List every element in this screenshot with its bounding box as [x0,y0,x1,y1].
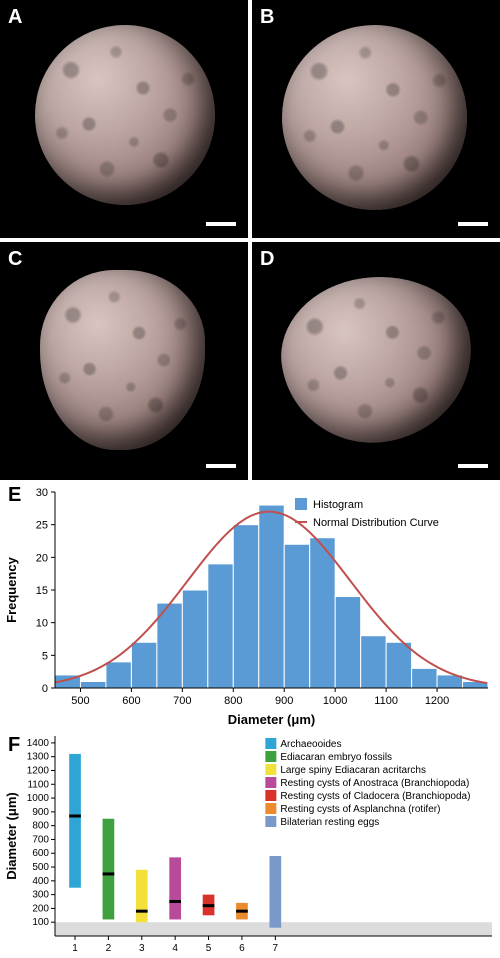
svg-text:300: 300 [32,890,49,901]
svg-text:5: 5 [206,943,212,954]
fossil-a [35,25,215,205]
svg-text:500: 500 [71,695,89,707]
panel-d-label: D [260,248,274,271]
svg-text:Large spiny Ediacaran acritarc: Large spiny Ediacaran acritarchs [280,765,426,776]
svg-text:Normal Distribution Curve: Normal Distribution Curve [313,517,439,529]
svg-text:10: 10 [36,618,48,630]
panel-c: C [0,242,248,480]
panel-f-label: F [8,734,20,757]
svg-text:7: 7 [273,943,279,954]
svg-text:0: 0 [42,683,48,695]
scale-bar-b [458,222,488,226]
fossil-d [271,265,482,455]
svg-text:800: 800 [224,695,242,707]
svg-text:1: 1 [72,943,78,954]
svg-text:1100: 1100 [374,695,398,707]
svg-text:Resting cysts of Asplanchna (r: Resting cysts of Asplanchna (rotifer) [280,804,440,815]
panel-d: D [252,242,500,480]
svg-text:500: 500 [32,862,49,873]
panel-e: E 0 5 10 15 20 25 30 500 600 700 800 900 1000 1100 120… [0,480,500,730]
svg-text:Histogram: Histogram [313,499,363,511]
range-bar-chart: 100 200 300 400 500 600 700 800 900 1000 1100 1200 1… [0,730,500,958]
svg-text:1300: 1300 [27,752,50,763]
histogram-chart: 0 5 10 15 20 25 30 500 600 700 800 900 1000 1100 1200 D… [0,480,500,730]
svg-text:1000: 1000 [27,793,50,804]
svg-text:1000: 1000 [323,695,347,707]
svg-text:2: 2 [106,943,112,954]
svg-text:700: 700 [32,834,49,845]
svg-text:Diameter (μm): Diameter (μm) [4,792,19,879]
panel-b-label: B [260,6,274,29]
svg-text:900: 900 [32,807,49,818]
scale-bar-a [206,222,236,226]
svg-text:600: 600 [122,695,140,707]
scale-bar-d [458,464,488,468]
fossil-c [40,270,205,450]
svg-text:Resting cysts of Cladocera (Br: Resting cysts of Cladocera (Branchiopoda… [280,791,470,802]
scale-bar-c [206,464,236,468]
svg-text:15: 15 [36,585,48,597]
figure-container: A B C D E 051015202530500600700800900100… [0,0,500,958]
svg-text:Diameter (μm): Diameter (μm) [228,712,315,727]
svg-text:30: 30 [36,487,48,499]
svg-text:Resting cysts of Anostraca (Br: Resting cysts of Anostraca (Branchiopoda… [280,778,469,789]
panel-b: B [252,0,500,238]
svg-text:1200: 1200 [27,765,50,776]
svg-text:4: 4 [172,943,178,954]
svg-text:900: 900 [275,695,293,707]
svg-text:Archaeooides: Archaeooides [280,739,341,750]
svg-text:Bilaterian resting eggs: Bilaterian resting eggs [280,817,379,828]
fossil-image-grid: A B C D [0,0,500,480]
svg-text:Ediacaran embryo fossils: Ediacaran embryo fossils [280,752,392,763]
panel-a-label: A [8,6,22,29]
svg-text:200: 200 [32,903,49,914]
svg-text:6: 6 [239,943,245,954]
svg-text:Frequency: Frequency [4,556,19,623]
svg-text:400: 400 [32,876,49,887]
svg-text:600: 600 [32,848,49,859]
fossil-b [282,25,467,210]
svg-text:1100: 1100 [27,779,49,790]
svg-text:100: 100 [32,917,49,928]
svg-text:20: 20 [36,552,48,564]
svg-text:3: 3 [139,943,145,954]
panel-e-label: E [8,484,21,507]
svg-text:700: 700 [173,695,191,707]
panel-a: A [0,0,248,238]
svg-text:5: 5 [42,650,48,662]
svg-text:1400: 1400 [27,738,50,749]
svg-text:800: 800 [32,821,49,832]
svg-text:1200: 1200 [425,695,449,707]
panel-f: F 100 200 300 400 500 600 700 800 900 1000 1100 120… [0,730,500,958]
panel-c-label: C [8,248,22,271]
svg-text:25: 25 [36,520,48,532]
